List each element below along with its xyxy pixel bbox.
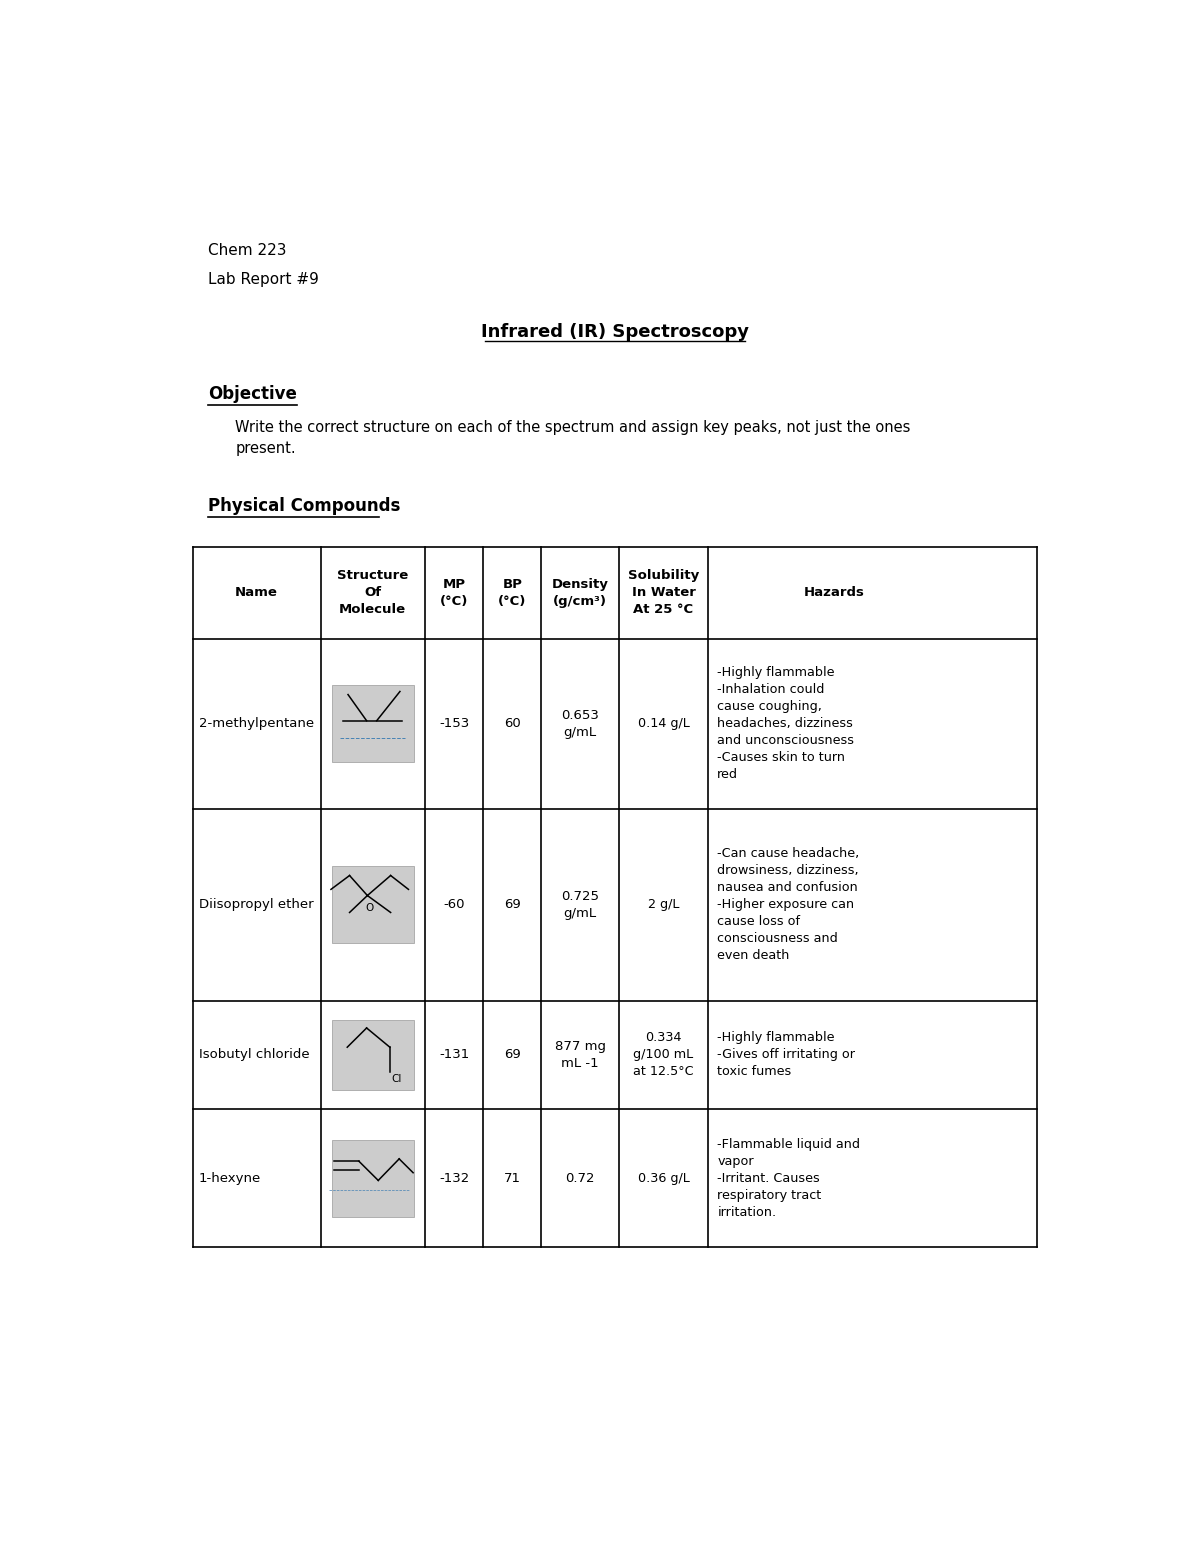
Text: Isobutyl chloride: Isobutyl chloride xyxy=(199,1048,310,1061)
Text: BP
(°C): BP (°C) xyxy=(498,578,527,607)
Text: Lab Report #9: Lab Report #9 xyxy=(208,272,319,287)
Text: 69: 69 xyxy=(504,898,521,912)
Text: 0.36 g/L: 0.36 g/L xyxy=(637,1171,689,1185)
Text: 2-methylpentane: 2-methylpentane xyxy=(199,717,314,730)
Text: Structure
Of
Molecule: Structure Of Molecule xyxy=(337,570,408,617)
Text: Hazards: Hazards xyxy=(804,587,864,599)
Bar xyxy=(332,1140,414,1216)
Text: -Flammable liquid and
vapor
-Irritant. Causes
respiratory tract
irritation.: -Flammable liquid and vapor -Irritant. C… xyxy=(718,1138,860,1219)
Text: -Highly flammable
-Inhalation could
cause coughing,
headaches, dizziness
and unc: -Highly flammable -Inhalation could caus… xyxy=(718,666,854,781)
Text: Write the correct structure on each of the spectrum and assign key peaks, not ju: Write the correct structure on each of t… xyxy=(235,419,911,455)
Text: Objective: Objective xyxy=(208,385,298,404)
Text: 0.72: 0.72 xyxy=(565,1171,595,1185)
Text: Diisopropyl ether: Diisopropyl ether xyxy=(199,898,313,912)
Text: Name: Name xyxy=(235,587,278,599)
Text: -153: -153 xyxy=(439,717,469,730)
Text: Infrared (IR) Spectroscopy: Infrared (IR) Spectroscopy xyxy=(481,323,749,342)
Text: Physical Compounds: Physical Compounds xyxy=(208,497,401,514)
Text: 0.14 g/L: 0.14 g/L xyxy=(637,717,689,730)
Bar xyxy=(332,1020,414,1090)
Text: -Can cause headache,
drowsiness, dizziness,
nausea and confusion
-Higher exposur: -Can cause headache, drowsiness, dizzine… xyxy=(718,848,859,963)
Text: 2 g/L: 2 g/L xyxy=(648,898,679,912)
Text: -Highly flammable
-Gives off irritating or
toxic fumes: -Highly flammable -Gives off irritating … xyxy=(718,1031,856,1078)
Text: 71: 71 xyxy=(504,1171,521,1185)
Bar xyxy=(332,685,414,763)
Text: 1-hexyne: 1-hexyne xyxy=(199,1171,262,1185)
Text: Chem 223: Chem 223 xyxy=(208,242,287,258)
Text: 0.653
g/mL: 0.653 g/mL xyxy=(562,708,599,739)
Text: Solubility
In Water
At 25 °C: Solubility In Water At 25 °C xyxy=(628,570,700,617)
Text: MP
(°C): MP (°C) xyxy=(440,578,468,607)
Text: Cl: Cl xyxy=(391,1075,402,1084)
Text: 60: 60 xyxy=(504,717,521,730)
Bar xyxy=(332,867,414,943)
Text: O: O xyxy=(366,904,374,913)
Text: 0.334
g/100 mL
at 12.5°C: 0.334 g/100 mL at 12.5°C xyxy=(634,1031,694,1078)
Text: -60: -60 xyxy=(444,898,464,912)
Text: -132: -132 xyxy=(439,1171,469,1185)
Text: Density
(g/cm³): Density (g/cm³) xyxy=(552,578,608,607)
Text: 69: 69 xyxy=(504,1048,521,1061)
Text: 877 mg
mL -1: 877 mg mL -1 xyxy=(554,1041,606,1070)
Text: -131: -131 xyxy=(439,1048,469,1061)
Text: 0.725
g/mL: 0.725 g/mL xyxy=(562,890,599,919)
